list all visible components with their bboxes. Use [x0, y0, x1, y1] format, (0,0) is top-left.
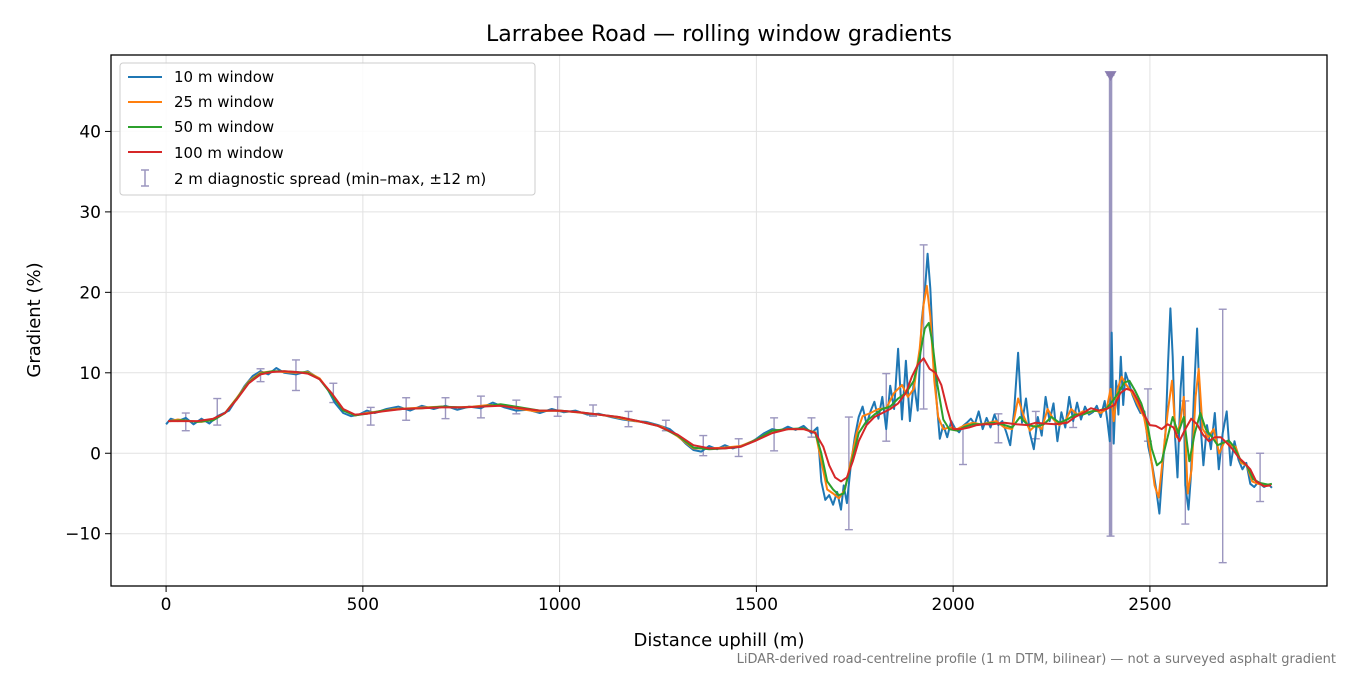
- legend-label-10m: 10 m window: [174, 68, 274, 86]
- y-tick-label: −10: [65, 525, 101, 545]
- errorbar: [919, 244, 928, 410]
- y-tick-label: 20: [79, 283, 101, 303]
- x-tick-label: 2000: [932, 595, 975, 615]
- errorbar: [366, 406, 375, 426]
- series-line-3: [168, 357, 1272, 488]
- errorbar: [213, 397, 222, 426]
- x-tick-label: 1500: [735, 595, 778, 615]
- y-tick-label: 40: [79, 122, 101, 142]
- y-axis-label: Gradient (%): [24, 262, 45, 377]
- legend: 10 m window 25 m window 50 m window 100 …: [119, 62, 536, 196]
- errorbar: [1104, 71, 1117, 537]
- x-tick-label: 500: [347, 595, 379, 615]
- chart-title: Larrabee Road — rolling window gradients: [486, 22, 952, 47]
- legend-label-25m: 25 m window: [174, 93, 274, 111]
- x-axis-label: Distance uphill (m): [634, 630, 805, 651]
- x-tick-label: 0: [161, 595, 172, 615]
- errorbar: [1256, 452, 1265, 503]
- legend-label-50m: 50 m window: [174, 118, 274, 136]
- errorbar: [770, 417, 779, 452]
- errorbar: [807, 417, 816, 438]
- errorbar: [699, 434, 708, 457]
- series-group: [165, 252, 1273, 515]
- legend-errorbar-icon: [141, 169, 149, 187]
- y-tick-label: 30: [79, 203, 101, 223]
- axis-ticks: 0 500 1000 1500 2000 2500 −10 0 10 20 30 40: [65, 122, 1171, 615]
- footnote: LiDAR-derived road-centreline profile (1…: [736, 652, 1336, 667]
- legend-label-100m: 100 m window: [174, 144, 284, 162]
- legend-label-errorbar: 2 m diagnostic spread (min–max, ±12 m): [174, 170, 486, 188]
- clipped-marker-icon: [1104, 71, 1117, 82]
- series-line-1: [169, 284, 1272, 500]
- x-tick-label: 2500: [1128, 595, 1171, 615]
- x-tick-label: 1000: [538, 595, 581, 615]
- y-tick-label: 10: [79, 364, 101, 384]
- legend-box: [119, 62, 536, 196]
- errorbar: [553, 396, 562, 417]
- plot-frame: [110, 54, 1328, 587]
- y-tick-label: 0: [90, 444, 101, 464]
- errorbar: [994, 413, 1003, 444]
- errorbar: [958, 426, 967, 466]
